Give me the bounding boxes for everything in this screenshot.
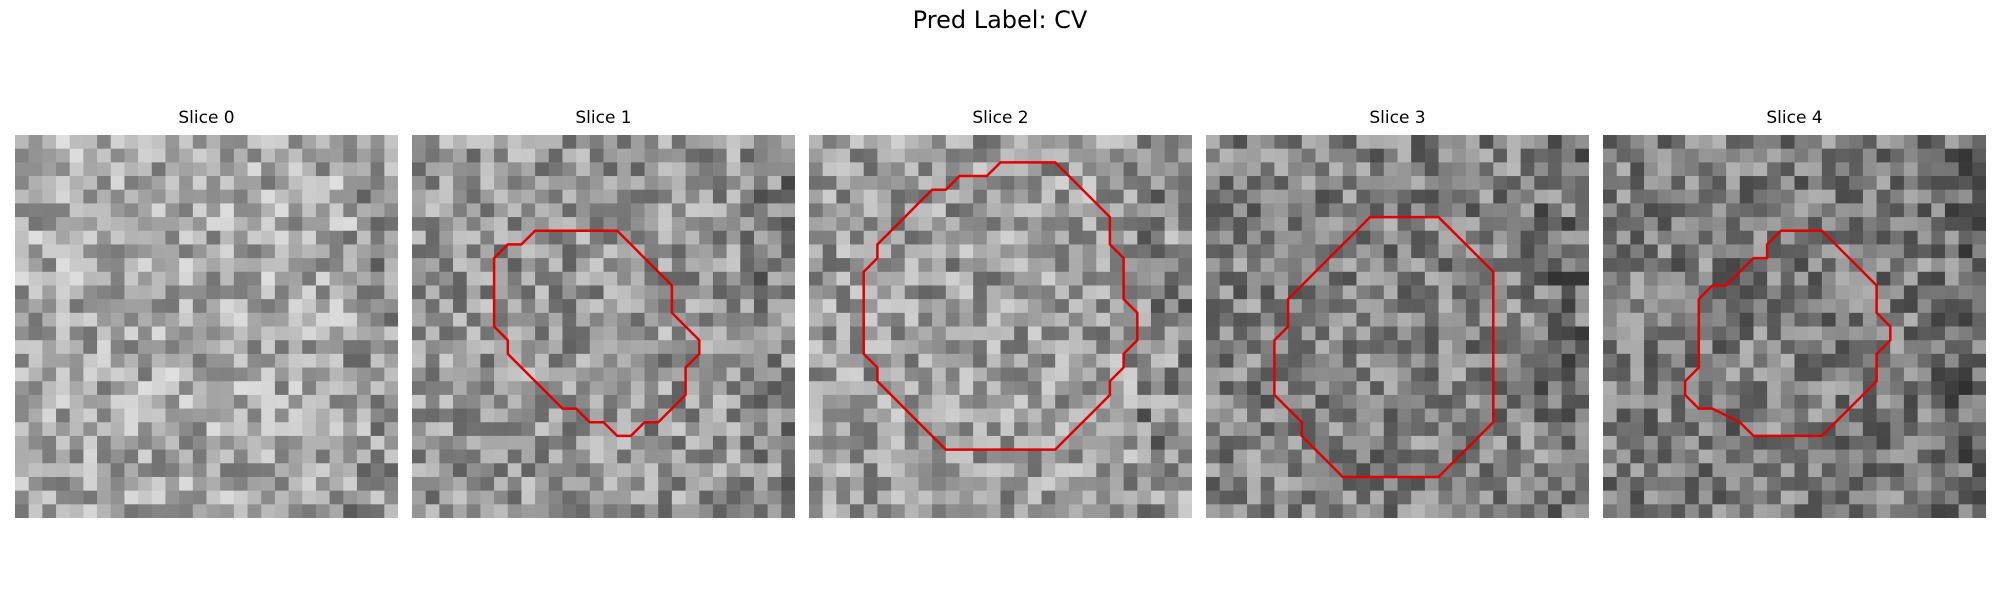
slice-title: Slice 2 — [972, 108, 1029, 128]
slice-image — [15, 135, 398, 518]
segmentation-contour — [862, 161, 1139, 451]
slice-title: Slice 4 — [1766, 108, 1823, 128]
segmentation-contour — [492, 229, 701, 438]
slice-title: Slice 1 — [575, 108, 632, 128]
slice-title: Slice 0 — [178, 108, 235, 128]
segmentation-contour — [1683, 229, 1892, 438]
slice-image — [1206, 135, 1589, 518]
figure-title: Pred Label: CV — [912, 6, 1088, 34]
slice-image — [1603, 135, 1986, 518]
slice-image — [809, 135, 1192, 518]
segmentation-contour — [1273, 215, 1495, 479]
slice-title: Slice 3 — [1369, 108, 1426, 128]
slice-image — [412, 135, 795, 518]
